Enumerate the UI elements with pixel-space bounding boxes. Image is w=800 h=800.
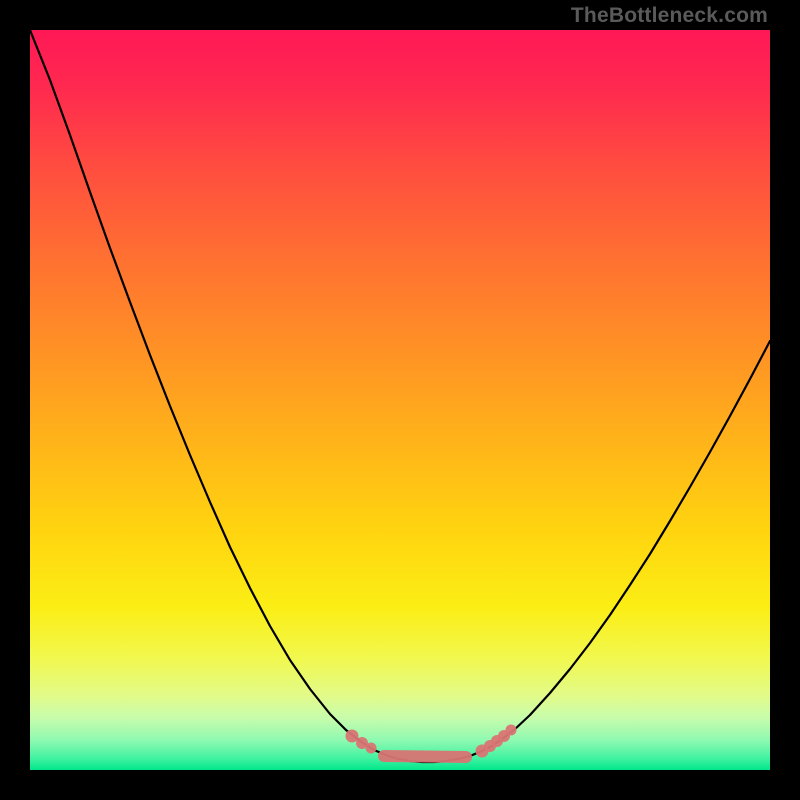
marker-segment <box>384 756 466 757</box>
chart-container: TheBottleneck.com <box>0 0 800 800</box>
marker-group <box>346 725 517 758</box>
watermark-text: TheBottleneck.com <box>571 4 768 28</box>
plot-area <box>30 30 770 770</box>
marker-dot <box>506 725 517 736</box>
marker-dot <box>366 743 377 754</box>
curve-layer <box>30 30 770 770</box>
bottleneck-curve <box>30 30 770 762</box>
